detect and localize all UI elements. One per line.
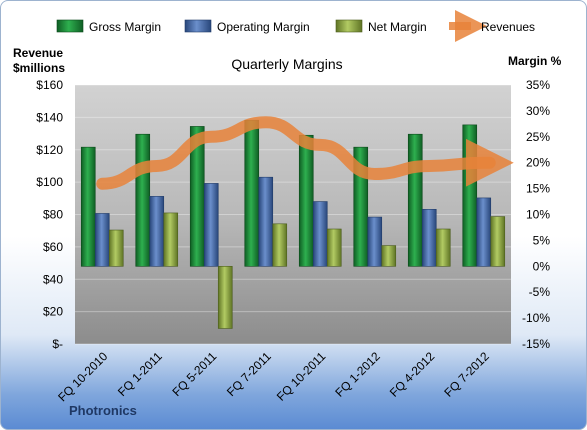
gross-margin-legend-swatch <box>56 19 84 33</box>
net-margin-legend-swatch <box>335 19 363 33</box>
gross-margin-bar <box>80 146 96 267</box>
x-tick-label: FQ 5-2011 <box>170 349 220 399</box>
legend-label: Operating Margin <box>217 20 310 34</box>
left-tick-label: $140 <box>36 110 63 124</box>
operating-margin-bar <box>367 216 383 267</box>
right-tick-label: 10% <box>526 208 550 222</box>
right-tick-label: -5% <box>529 285 551 299</box>
y-right-label: Margin % <box>508 54 562 68</box>
right-tick-label: 0% <box>533 259 551 273</box>
legend-label: Revenues <box>481 20 535 34</box>
net-margin-bar <box>326 228 342 267</box>
x-tick-label: FQ 7-2011 <box>224 349 274 399</box>
right-tick-label: 25% <box>526 130 550 144</box>
left-tick-label: $120 <box>36 143 63 157</box>
operating-margin-bar <box>258 176 274 267</box>
x-tick-label: FQ 10-2010 <box>55 349 110 404</box>
gross-margin-bar <box>407 133 423 267</box>
right-tick-label: 20% <box>526 156 550 170</box>
left-tick-label: $160 <box>36 78 63 92</box>
operating-margin-bar <box>149 196 165 267</box>
x-tick-label: FQ 10-2011 <box>274 349 329 404</box>
net-margin-bar <box>435 228 451 267</box>
x-tick-label: FQ 4-2012 <box>387 349 438 400</box>
operating-margin-bar <box>203 183 219 267</box>
gross-margin-bar <box>135 133 151 267</box>
legend: Gross Margin Operating Margin Net Margin Re… <box>56 10 535 42</box>
legend-label: Gross Margin <box>89 20 161 34</box>
left-tick-label: $60 <box>43 240 63 254</box>
right-axis-ticks: -15% -10% -5% 0% 5% 10% 15% 20% 25% 30% 35% <box>522 78 550 351</box>
net-margin-bar <box>108 229 124 267</box>
revenue-line <box>96 116 514 190</box>
right-tick-label: -10% <box>522 311 550 325</box>
net-margin-bar <box>217 265 233 329</box>
right-tick-label: 35% <box>526 78 550 92</box>
operating-margin-bar <box>94 213 110 267</box>
net-margin-bar <box>272 223 288 267</box>
operating-margin-legend-swatch <box>184 19 212 33</box>
right-tick-label: -15% <box>522 337 550 351</box>
net-margin-bar <box>163 212 179 267</box>
left-tick-label: $80 <box>43 208 63 222</box>
left-tick-label: $40 <box>43 272 63 286</box>
legend-label: Net Margin <box>368 20 427 34</box>
operating-margin-bar <box>421 209 437 267</box>
gross-margin-bar <box>462 124 478 267</box>
right-tick-label: 30% <box>526 104 550 118</box>
x-tick-label: FQ 1-2011 <box>115 349 165 399</box>
x-tick-label: FQ 1-2012 <box>332 349 383 400</box>
left-tick-label: $100 <box>36 175 63 189</box>
y-left-label-line2: $millions <box>13 61 65 75</box>
right-tick-label: 15% <box>526 182 550 196</box>
chart-title: Quarterly Margins <box>231 56 342 72</box>
operating-margin-bar <box>476 197 492 267</box>
x-tick-label: FQ 7-2012 <box>441 349 492 400</box>
operating-margin-bar <box>312 201 328 267</box>
footer-source: Photronics <box>69 403 137 418</box>
net-margin-bar <box>381 245 397 267</box>
y-left-label-line1: Revenue <box>13 46 63 60</box>
left-tick-label: $- <box>52 337 63 351</box>
left-tick-label: $20 <box>43 305 63 319</box>
revenue-line-path <box>96 116 514 190</box>
right-tick-label: 5% <box>533 233 551 247</box>
x-axis-ticks: FQ 10-2010 FQ 1-2011 FQ 5-2011 FQ 7-2011 FQ … <box>55 349 492 404</box>
left-axis-ticks: $- $20 $40 $60 $80 $100 $120 $140 $160 <box>36 78 63 351</box>
gross-margin-bar <box>244 119 260 267</box>
net-margin-bar <box>490 216 506 267</box>
gross-margin-bar <box>298 134 314 267</box>
